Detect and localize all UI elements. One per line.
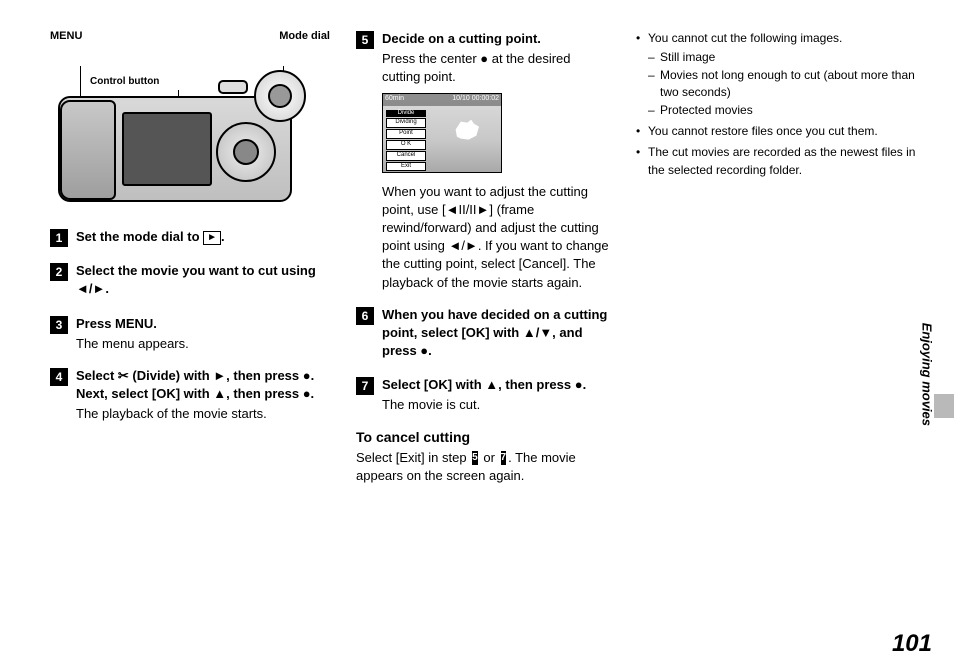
- step-1: 1 Set the mode dial to ►.: [50, 228, 330, 248]
- step-number: 2: [50, 263, 68, 281]
- step-text: The menu appears.: [76, 335, 330, 353]
- step-title-text: .: [221, 229, 225, 244]
- preview-menu-item: Dividing: [386, 118, 426, 128]
- inline-step-ref: 5: [472, 451, 478, 465]
- manual-page: MENU Mode dial Control button 1 Set the …: [0, 0, 954, 496]
- step-text: The playback of the movie starts.: [76, 405, 330, 423]
- note-text: You cannot cut the following images.: [648, 31, 842, 45]
- step-number: 5: [356, 31, 374, 49]
- step-title: Decide on a cutting point.: [382, 30, 610, 48]
- step-title: When you have decided on a cutting point…: [382, 306, 610, 361]
- step-number: 6: [356, 307, 374, 325]
- preview-menu-header: Divide: [386, 110, 426, 118]
- step-number: 4: [50, 368, 68, 386]
- diagram-labels: MENU Mode dial: [50, 30, 330, 52]
- column-2: 5 Decide on a cutting point. Press the c…: [356, 30, 610, 496]
- preview-counter: 10/10 00:00:02: [452, 94, 499, 106]
- preview-menu-item: Point: [386, 129, 426, 139]
- note-subitem: Movies not long enough to cut (about mor…: [648, 67, 918, 102]
- step-5: 5 Decide on a cutting point. Press the c…: [356, 30, 610, 292]
- cancel-heading: To cancel cutting: [356, 429, 610, 445]
- note-item: You cannot cut the following images. Sti…: [636, 30, 918, 119]
- page-number: 101: [892, 630, 932, 658]
- step-title: Select ✂ (Divide) with ►, then press ●. …: [76, 367, 330, 403]
- preview-menu: Divide Dividing Point O K Cancel Exit: [386, 110, 426, 173]
- note-item: You cannot restore files once you cut th…: [636, 123, 918, 140]
- step-text: When you want to adjust the cutting poin…: [382, 183, 610, 292]
- notes-list: You cannot cut the following images. Sti…: [636, 30, 918, 179]
- cancel-fragment: Select [Exit] in step: [356, 450, 470, 465]
- preview-topbar: 60min 10/10 00:00:02: [383, 94, 501, 106]
- step-2: 2 Select the movie you want to cut using…: [50, 262, 330, 300]
- play-icon: ►: [203, 231, 221, 245]
- inline-step-ref: 7: [501, 451, 507, 465]
- step-number: 3: [50, 316, 68, 334]
- camera-grip: [60, 100, 116, 200]
- note-subitem: Protected movies: [648, 102, 918, 119]
- step-number: 7: [356, 377, 374, 395]
- label-mode-dial: Mode dial: [279, 30, 330, 42]
- step-title: Set the mode dial to ►.: [76, 228, 330, 246]
- column-1: MENU Mode dial Control button 1 Set the …: [50, 30, 330, 496]
- preview-menu-item: Exit: [386, 162, 426, 172]
- step-text: The movie is cut.: [382, 396, 610, 414]
- step-title: Select the movie you want to cut using ◄…: [76, 262, 330, 298]
- control-ring: [216, 122, 276, 182]
- preview-menu-item: O K: [386, 140, 426, 150]
- cancel-fragment: or: [480, 450, 499, 465]
- shutter-button: [218, 80, 248, 94]
- step-4: 4 Select ✂ (Divide) with ►, then press ●…: [50, 367, 330, 424]
- step-7: 7 Select [OK] with ▲, then press ●. The …: [356, 376, 610, 414]
- column-3: You cannot cut the following images. Sti…: [636, 30, 918, 496]
- note-sublist: Still image Movies not long enough to cu…: [648, 49, 918, 119]
- label-control-button: Control button: [90, 76, 159, 87]
- camera-illustration: Control button: [50, 52, 318, 202]
- step-6: 6 When you have decided on a cutting poi…: [356, 306, 610, 363]
- note-subitem: Still image: [648, 49, 918, 66]
- cancel-text: Select [Exit] in step 5 or 7. The movie …: [356, 449, 610, 487]
- preview-menu-item: Cancel: [386, 151, 426, 161]
- step-title: Select [OK] with ▲, then press ●.: [382, 376, 610, 394]
- preview-time-left: 60min: [385, 94, 404, 106]
- step-title: Press MENU.: [76, 315, 330, 333]
- lcd-preview: 60min 10/10 00:00:02 Divide Dividing Poi…: [382, 93, 502, 173]
- step-title-text: Set the mode dial to: [76, 229, 203, 244]
- camera-lcd: [122, 112, 212, 186]
- section-label: Enjoying movies: [919, 323, 934, 426]
- step-number: 1: [50, 229, 68, 247]
- label-menu: MENU: [50, 30, 82, 42]
- step-3: 3 Press MENU. The menu appears.: [50, 315, 330, 353]
- side-tab: [934, 394, 954, 418]
- mode-dial: [254, 70, 306, 122]
- step-text: Press the center ● at the desired cuttin…: [382, 50, 610, 86]
- note-item: The cut movies are recorded as the newes…: [636, 144, 918, 179]
- preview-subject: [453, 120, 479, 140]
